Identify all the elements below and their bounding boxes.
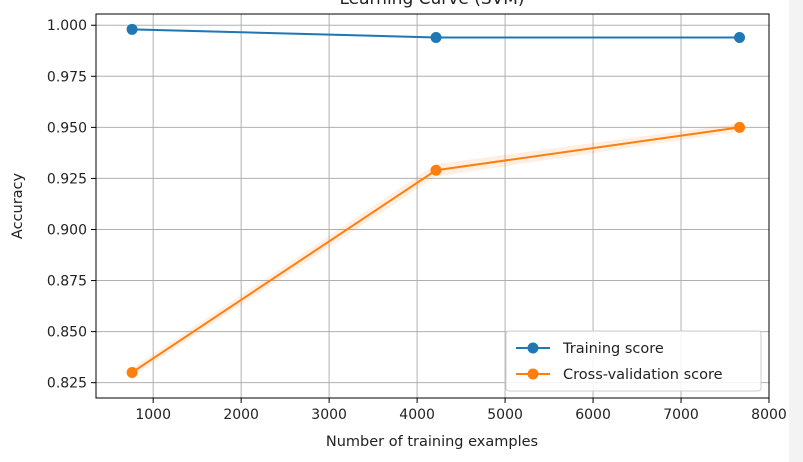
series-0-point [430, 31, 442, 43]
x-tick-label: 4000 [399, 407, 435, 423]
y-tick-label: 0.850 [47, 325, 87, 341]
window-edge-strip [789, 0, 803, 462]
y-tick-label: 0.825 [47, 376, 87, 392]
confidence-bands [132, 28, 740, 377]
data-series [126, 23, 746, 378]
y-axis-label: Accuracy [10, 172, 26, 239]
series-1-point [430, 164, 442, 176]
x-axis-ticks: 1000 2000 3000 4000 5000 6000 7000 8000 [135, 398, 787, 423]
x-tick-label: 8000 [751, 407, 787, 423]
y-tick-label: 0.975 [47, 69, 87, 85]
y-tick-label: 0.950 [47, 120, 87, 136]
series-1-point [734, 121, 746, 133]
x-tick-label: 2000 [223, 407, 259, 423]
series-0-point [126, 23, 138, 35]
x-tick-label: 3000 [311, 407, 347, 423]
x-tick-label: 7000 [663, 407, 699, 423]
y-tick-label: 0.900 [47, 222, 87, 238]
legend-label-training: Training score [562, 341, 664, 357]
legend: Training score Cross-validation score [505, 330, 762, 392]
x-axis-label: Number of training examples [326, 434, 538, 450]
legend-label-cv: Cross-validation score [563, 367, 723, 383]
y-tick-label: 0.925 [47, 171, 87, 187]
x-tick-label: 6000 [575, 407, 611, 423]
chart-title: Learning Curve (SVM) [339, 0, 524, 9]
series-1-point [126, 366, 138, 378]
x-tick-label: 1000 [135, 407, 171, 423]
y-tick-label: 1.000 [47, 18, 87, 34]
plot-frame [95, 13, 770, 399]
legend-marker-cv [527, 368, 539, 380]
series-0-point [734, 31, 746, 43]
x-tick-label: 5000 [487, 407, 523, 423]
legend-box [505, 330, 762, 392]
y-axis-ticks: 0.825 0.850 0.875 0.900 0.925 0.950 0.975 1.000 [47, 18, 96, 392]
y-tick-label: 0.875 [47, 274, 87, 290]
legend-marker-training [527, 342, 539, 354]
